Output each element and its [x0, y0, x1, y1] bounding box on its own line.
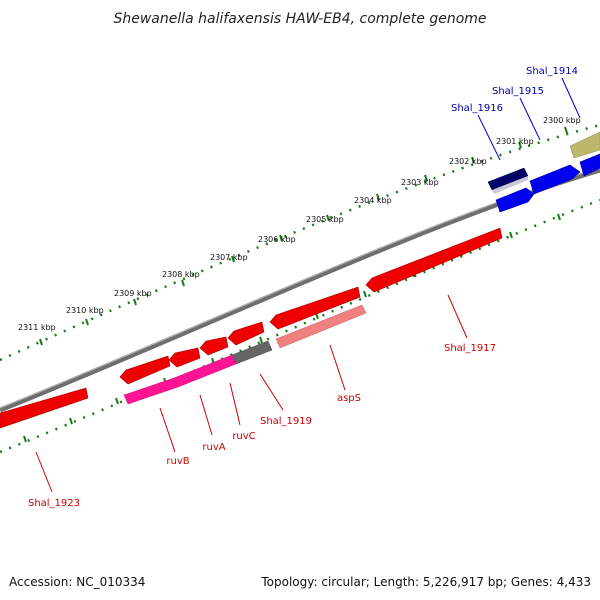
ruler-label: 2308 kbp	[162, 270, 200, 279]
ruler-label: 2306 kbp	[258, 235, 296, 244]
gene-label-shal1915[interactable]: Shal_1915	[492, 86, 544, 97]
feature-olive[interactable]	[569, 131, 600, 159]
blue-leader-lines	[477, 77, 581, 161]
gene-label-ruvA[interactable]: ruvA	[202, 442, 225, 453]
gene-arrow-shal1923[interactable]	[0, 387, 89, 429]
gene-arrow-aspS-region[interactable]	[269, 286, 361, 330]
ruler-label: 2300 kbp	[543, 116, 581, 125]
ruler-label: 2303 kbp	[401, 178, 439, 187]
feature-salmon-aspS[interactable]	[275, 304, 367, 349]
ruler-label: 2304 kbp	[354, 196, 392, 205]
gene-arrow-shal1916[interactable]	[495, 187, 535, 213]
map-title: Shewanella halifaxensis HAW-EB4, complet…	[113, 11, 486, 27]
feature-lightgray-shal1916	[492, 176, 528, 194]
red-leader-lines	[35, 294, 468, 493]
gene-arrow-ruvA-region[interactable]	[199, 336, 229, 356]
feature-pink-ruvB[interactable]	[123, 377, 179, 405]
gene-arrow-ruvC-region[interactable]	[227, 321, 265, 346]
ruler-label: 2307 kbp	[210, 253, 248, 262]
feature-track	[123, 304, 367, 405]
reverse-gene-track	[0, 227, 503, 429]
gene-arrow-shal1914[interactable]	[579, 153, 600, 177]
accession-text: Accession: NC_010334	[9, 575, 145, 589]
outer-major-ticks	[39, 126, 568, 346]
gene-label-ruvB[interactable]: ruvB	[166, 456, 189, 467]
ruler-label: 2310 kbp	[66, 306, 104, 315]
ruler-label: 2301 kbp	[496, 137, 534, 146]
gene-label-shal1917[interactable]: Shal_1917	[444, 343, 496, 354]
forward-gene-track	[487, 131, 600, 213]
gene-label-ruvC[interactable]: ruvC	[232, 431, 255, 442]
gene-label-shal1916[interactable]: Shal_1916	[451, 103, 503, 114]
gene-arrow-ruvB-region[interactable]	[168, 347, 201, 368]
gene-label-shal1923[interactable]: Shal_1923	[28, 498, 80, 509]
gene-labels: Shal_1914 Shal_1915 Shal_1916 Shal_1917 …	[28, 66, 578, 509]
ruler-label: 2302 kbp	[449, 157, 487, 166]
ruler-label: 2309 kbp	[114, 289, 152, 298]
gene-label-aspS[interactable]: aspS	[337, 393, 361, 404]
gene-arrow-shal1915[interactable]	[529, 164, 581, 195]
topology-text: Topology: circular; Length: 5,226,917 bp…	[260, 575, 591, 589]
ruler-label: 2305 kbp	[306, 215, 344, 224]
outer-ruler	[0, 123, 600, 362]
gene-arrow-shal1917[interactable]	[365, 227, 503, 293]
feature-gray-shal1919[interactable]	[231, 340, 273, 365]
ruler-label: 2311 kbp	[18, 323, 56, 332]
gene-arrow-shal1921[interactable]	[119, 355, 171, 385]
inner-ruler	[0, 198, 600, 454]
gene-label-shal1914[interactable]: Shal_1914	[526, 66, 578, 77]
ruler-labels: 2311 kbp 2310 kbp 2309 kbp 2308 kbp 2307…	[18, 116, 581, 332]
gene-label-shal1919[interactable]: Shal_1919	[260, 416, 312, 427]
